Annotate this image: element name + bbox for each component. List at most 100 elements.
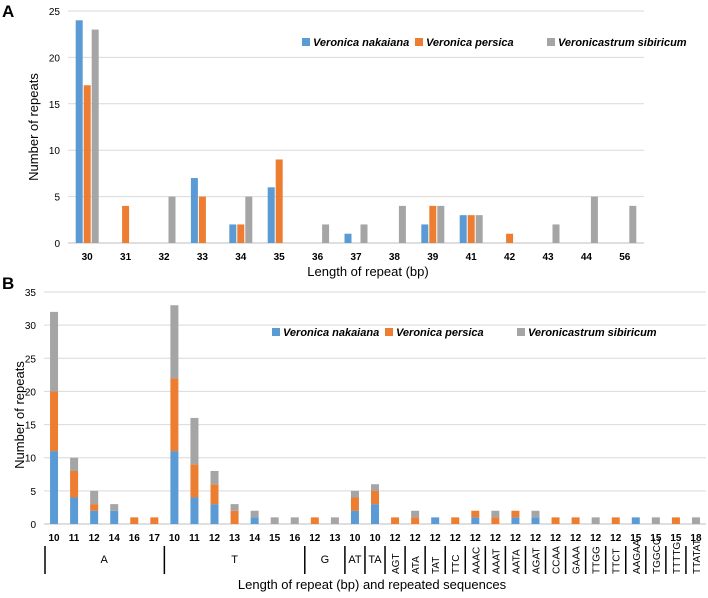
panel-a-y-tick-10: 10: [49, 146, 61, 157]
group-label-t: T: [231, 554, 238, 566]
panel-a-bar-30-veronica-nakaiana: [75, 20, 83, 244]
sequence-label-aaat: AAAT: [491, 549, 502, 574]
panel-b-bar-22-veronicastrum-sibiricum: [491, 510, 500, 518]
panel-b-x-axis-title: Length of repeat (bp) and repeated seque…: [238, 577, 507, 592]
panel-b-x-tick-6: 10: [169, 533, 181, 544]
panel-b-bar-9-veronicastrum-sibiricum: [230, 504, 239, 511]
panel-b-bar-3-veronica-nakaiana: [110, 510, 119, 524]
panel-a-bar-33-veronica-nakaiana: [190, 178, 198, 243]
panel-b-x-tick-19: 12: [430, 533, 442, 544]
panel-b-bar-3-veronicastrum-sibiricum: [110, 504, 119, 511]
panel-a-bar-39-veronica-nakaiana: [421, 224, 429, 243]
panel-a-x-tick-32: 32: [158, 252, 170, 263]
panel-b-x-tick-28: 12: [610, 533, 622, 544]
panel-a-y-tick-0: 0: [54, 239, 60, 250]
panel-a-bar-37-veronicastrum-sibiricum: [360, 224, 368, 243]
panel-a-y-axis-title: Number of repeats: [26, 73, 41, 181]
panel-b-y-axis-title: Number of repeats: [12, 361, 27, 469]
panel-b-bar-7-veronica-nakaiana: [190, 497, 199, 524]
panel-a-y-tick-25: 25: [49, 7, 61, 18]
panel-a-bar-38-veronicastrum-sibiricum: [398, 205, 406, 243]
sequence-label-ttttg: TTTTG: [672, 542, 683, 574]
sequence-label-tat: TAT: [431, 557, 442, 574]
sequence-label-ccaa: CCAA: [552, 546, 563, 574]
panel-b-x-tick-4: 16: [129, 533, 141, 544]
panel-b-x-tick-21: 12: [470, 533, 482, 544]
sequence-label-ttgg: TTGG: [592, 546, 603, 574]
panel-a-x-tick-33: 33: [197, 252, 209, 263]
panel-b-bar-21-veronica-persica: [471, 510, 480, 518]
panel-a-bar-42-veronica-persica: [506, 233, 514, 243]
panel-b-bar-31-veronica-persica: [671, 517, 680, 524]
panel-a-x-ticks: 30 31 32 33 34 35 36 37 38 39 41 42 43 44 56: [82, 252, 631, 263]
panel-b-x-tick-20: 12: [450, 533, 462, 544]
legend-label-veronicastrum-sibiricum: Veronicastrum sibiricum: [558, 37, 687, 49]
panel-b-x-tick-10: 14: [249, 533, 261, 544]
panel-b-bar-8-veronica-persica: [210, 484, 219, 505]
panel-b-bar-27-veronicastrum-sibiricum: [591, 517, 600, 524]
panel-b-bar-25-veronica-persica: [551, 517, 560, 524]
legend-swatch-veronica-nakaiana: [302, 38, 310, 46]
panel-b-bar-2-veronicastrum-sibiricum: [90, 490, 99, 505]
panel-b-x-tick-29: 15: [630, 533, 642, 544]
sequence-label-aagaa: AAGAA: [632, 539, 643, 574]
panel-a-bar-41-veronica-persica: [467, 215, 475, 243]
panel-a-x-tick-42: 42: [504, 252, 516, 263]
panel-b-bar-21-veronica-nakaiana: [471, 517, 480, 524]
legend-label-veronica-persica: Veronica persica: [396, 327, 484, 339]
panel-a-x-tick-41: 41: [466, 252, 478, 263]
panel-a-gridlines: [68, 10, 644, 244]
panel-b-bar-22-veronica-persica: [491, 517, 500, 524]
legend-label-veronica-nakaiana: Veronica nakaiana: [283, 327, 379, 339]
panel-b-y-tick-5: 5: [30, 487, 36, 498]
panel-b-bar-16-veronica-nakaiana: [371, 504, 379, 524]
panel-b-bars: [50, 305, 700, 524]
panel-b-bar-26-veronica-persica: [571, 517, 580, 524]
panel-a-bar-44-veronicastrum-sibiricum: [590, 196, 598, 243]
panel-b-bar-15-veronica-nakaiana: [350, 510, 359, 524]
sequence-label-aata: AATA: [511, 549, 522, 574]
panel-b-x-tick-5: 17: [149, 533, 161, 544]
panel-b-bar-0-veronica-nakaiana: [50, 451, 59, 524]
panel-b-bar-32-veronicastrum-sibiricum: [691, 517, 700, 524]
panel-b-bar-1-veronica-nakaiana: [70, 497, 79, 524]
panel-a-x-tick-36: 36: [312, 252, 324, 263]
panel-b-x-tick-31: 15: [670, 533, 682, 544]
panel-a-bar-31-veronica-persica: [122, 205, 130, 243]
panel-a-bar-39-veronica-persica: [429, 205, 437, 243]
panel-b-x-tick-22: 12: [490, 533, 502, 544]
panel-letter-b: B: [2, 274, 14, 293]
panel-b-y-tick-25: 25: [25, 354, 37, 365]
panel-a-x-tick-38: 38: [389, 252, 401, 263]
legend-swatch-veronica-nakaiana: [272, 328, 280, 336]
panel-a-x-axis-title: Length of repeat (bp): [307, 264, 428, 279]
panel-b-bar-10-veronicastrum-sibiricum: [250, 510, 259, 518]
panel-b-x-tick-11: 15: [269, 533, 281, 544]
panel-a-y-ticks: 0 5 10 15 20 25: [49, 7, 61, 250]
group-label-ta: TA: [368, 554, 382, 566]
panel-a-x-tick-31: 31: [120, 252, 132, 263]
panel-a-bar-36-veronicastrum-sibiricum: [322, 224, 330, 243]
panel-b-bar-7-veronica-persica: [190, 464, 199, 498]
sequence-label-ttct: TTCT: [612, 548, 623, 574]
panel-a-bar-30-veronicastrum-sibiricum: [91, 29, 99, 244]
panel-b-x-tick-2: 12: [89, 533, 101, 544]
panel-a-bar-43-veronicastrum-sibiricum: [552, 224, 560, 243]
panel-a-x-tick-56: 56: [619, 252, 631, 263]
panel-a-bar-41-veronica-nakaiana: [459, 215, 467, 243]
panel-b-y-ticks: 0 5 10 15 20 25 30 35: [25, 288, 37, 531]
panel-a-bar-41-veronicastrum-sibiricum: [475, 215, 483, 243]
panel-a-bar-34-veronica-nakaiana: [229, 224, 237, 243]
panel-b-bar-15-veronica-persica: [350, 497, 359, 511]
panel-b-bar-16-veronica-persica: [371, 490, 379, 505]
panel-b-x-tick-24: 12: [530, 533, 542, 544]
panel-b-x-tick-13: 12: [309, 533, 321, 544]
panel-b-bar-30-veronicastrum-sibiricum: [651, 517, 660, 524]
sequence-label-ata: ATA: [411, 556, 422, 574]
panel-b-y-tick-0: 0: [30, 520, 36, 531]
panel-b-bar-5-veronica-persica: [150, 517, 159, 524]
panel-b-y-tick-15: 15: [25, 421, 37, 432]
panel-b-x-tick-17: 12: [389, 533, 401, 544]
panel-b-bar-20-veronica-persica: [451, 517, 460, 524]
